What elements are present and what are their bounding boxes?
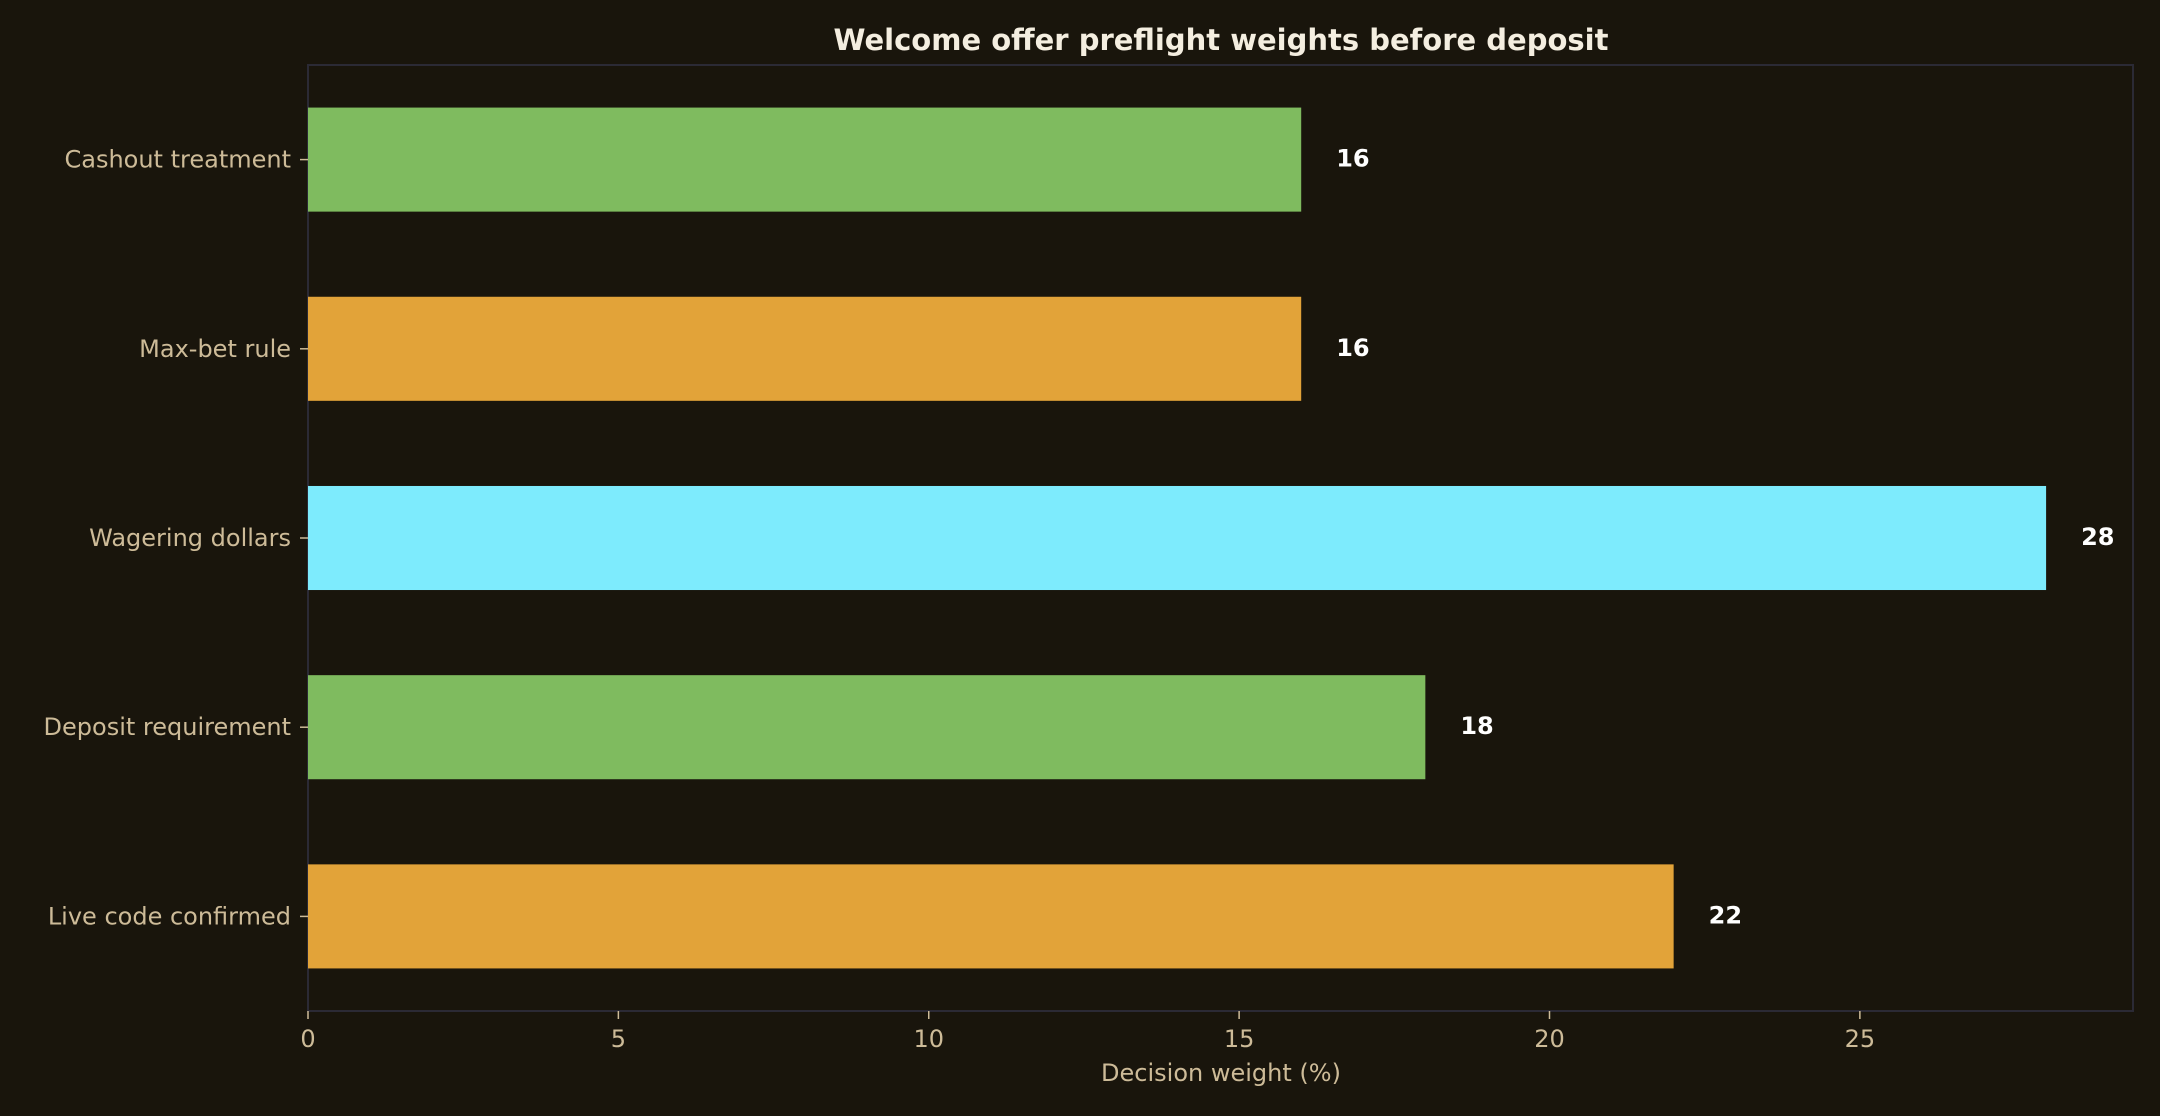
chart-title: Welcome offer preflight weights before d… (834, 23, 1609, 57)
category-labels: Cashout treatment Max-bet rule Wagering do… (44, 146, 308, 930)
x-tick-label: 5 (611, 1025, 626, 1053)
bar-wagering-dollars (308, 485, 2047, 591)
x-tick-label: 20 (1534, 1025, 1565, 1053)
x-tick-label: 10 (913, 1025, 944, 1053)
x-tick-label: 0 (300, 1025, 315, 1053)
bars-layer (308, 107, 2047, 969)
value-label: 28 (2081, 523, 2114, 551)
value-label: 22 (1709, 901, 1742, 929)
category-label: Deposit requirement (44, 713, 291, 741)
value-label: 16 (1336, 145, 1369, 173)
category-label: Wagering dollars (89, 524, 291, 552)
bar-cashout-treatment (308, 107, 1302, 212)
value-label: 18 (1460, 712, 1493, 740)
category-label: Cashout treatment (64, 146, 291, 174)
x-tick-label: 25 (1845, 1025, 1876, 1053)
bar-max-bet-rule (308, 296, 1302, 401)
x-axis-label: Decision weight (%) (1101, 1059, 1341, 1087)
bar-live-code-confirmed (308, 864, 1674, 969)
value-label: 16 (1336, 334, 1369, 362)
x-tick-label: 15 (1224, 1025, 1255, 1053)
category-label: Live code confirmed (48, 902, 291, 930)
value-labels: 16 16 28 18 22 (1336, 145, 2114, 930)
x-axis-ticks: 0 5 10 15 20 25 (300, 1011, 1875, 1053)
category-label: Max-bet rule (139, 335, 291, 363)
bar-deposit-requirement (308, 675, 1426, 780)
